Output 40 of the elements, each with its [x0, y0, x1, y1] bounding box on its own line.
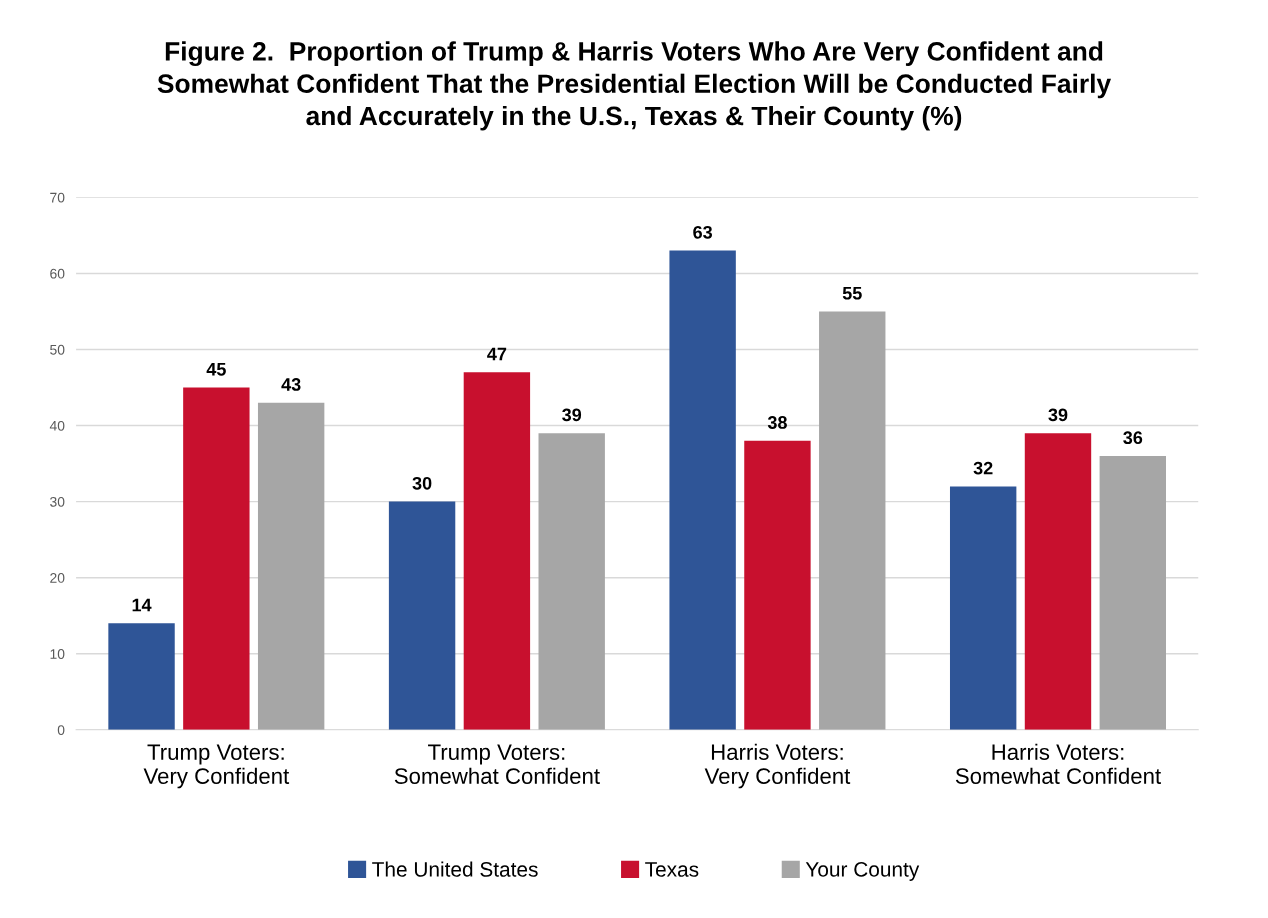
data-label: 14	[132, 598, 152, 612]
data-label: 55	[842, 286, 862, 300]
x-tick-label: Trump Voters: Very Confident	[143, 744, 290, 789]
data-label: 36	[1123, 431, 1143, 445]
y-tick-label: 10	[50, 649, 65, 659]
bar	[388, 501, 456, 730]
y-tick-label: 50	[50, 344, 65, 355]
y-tick-label: 20	[50, 573, 65, 583]
bar	[669, 250, 736, 730]
data-label: 39	[1048, 408, 1068, 422]
chart-title: Figure 2. Proportion of Trump & Harris Voters Who Are Very Confident and Somewhat Confident That the Presidential Election Will be Conducted Fairly and Accurately in the U.S., Texas & Their County (%)	[157, 41, 1112, 131]
y-tick-label: 60	[50, 268, 65, 279]
data-label: 45	[206, 363, 226, 376]
bar	[1099, 455, 1166, 730]
legend-label: The United States	[372, 861, 538, 877]
bar	[257, 402, 325, 730]
x-tick-label: Harris Voters: Somewhat Confident	[955, 743, 1161, 784]
bar	[949, 486, 1017, 730]
y-tick-label: 40	[49, 420, 65, 431]
y-tick-label: 30	[50, 496, 65, 507]
y-tick-label: 0	[57, 725, 65, 735]
data-label: 47	[487, 347, 507, 361]
data-label: 38	[767, 416, 787, 429]
y-tick-label: 70	[50, 192, 65, 203]
bar	[744, 440, 811, 730]
data-label: 39	[562, 408, 582, 422]
data-label: 30	[412, 476, 432, 490]
x-tick-label: Trump Voters: Somewhat Confident	[394, 744, 600, 784]
legend-label: Your County	[805, 862, 920, 881]
bar	[183, 387, 250, 730]
bar	[463, 372, 531, 730]
data-label: 63	[693, 225, 713, 239]
bar	[108, 623, 175, 730]
legend-label: Texas	[645, 862, 699, 877]
data-label: 32	[973, 461, 993, 475]
data-label: 43	[281, 378, 301, 391]
x-tick-label: Harris Voters: Very Confident	[704, 743, 851, 789]
bar	[538, 433, 605, 730]
bar	[819, 311, 886, 730]
bar	[1024, 433, 1092, 730]
